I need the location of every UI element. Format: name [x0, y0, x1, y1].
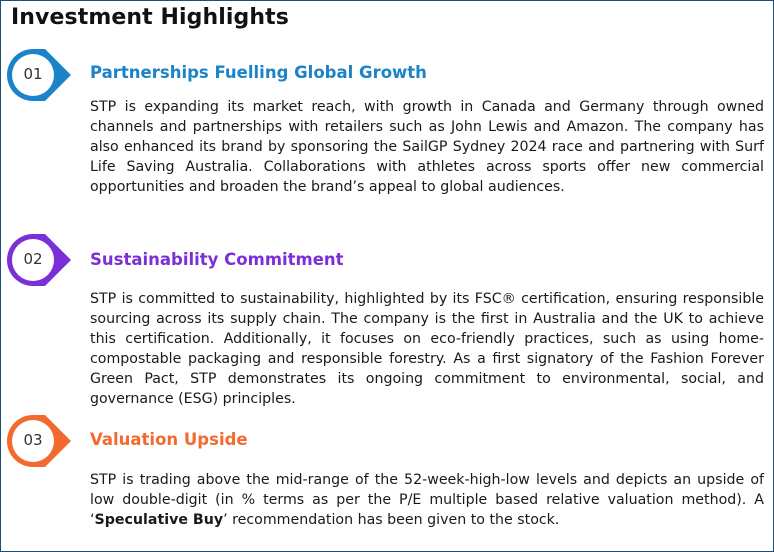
section-2-heading: Sustainability Commitment: [90, 250, 344, 269]
section-3-number-badge: 03: [5, 411, 73, 471]
section-2-number-badge: 02: [5, 230, 73, 290]
section-1-badge-shape: [7, 49, 71, 101]
section-2-number: 02: [23, 250, 43, 268]
section-1-body: STP is expanding its market reach, with …: [90, 99, 764, 196]
section-1-heading: Partnerships Fuelling Global Growth: [90, 63, 427, 82]
section-3-heading: Valuation Upside: [90, 430, 248, 449]
page-title: Investment Highlights: [11, 5, 289, 30]
section-3-body-text-before: STP is trading above the mid-range of th…: [90, 472, 764, 529]
section-1-number-badge: 01: [5, 45, 73, 105]
section-3-body: STP is trading above the mid-range of th…: [90, 470, 764, 530]
section-1-number: 01: [23, 65, 43, 83]
section-3-number: 03: [23, 431, 43, 449]
section-3-body-bold: Speculative Buy: [94, 512, 224, 529]
section-3-badge-shape: [7, 415, 71, 467]
section-3-body-text-after: ’ recommendation has been given to the s…: [223, 512, 560, 529]
section-2-badge-shape: [7, 234, 71, 286]
section-2-body: STP is committed to sustainability, high…: [90, 291, 764, 408]
